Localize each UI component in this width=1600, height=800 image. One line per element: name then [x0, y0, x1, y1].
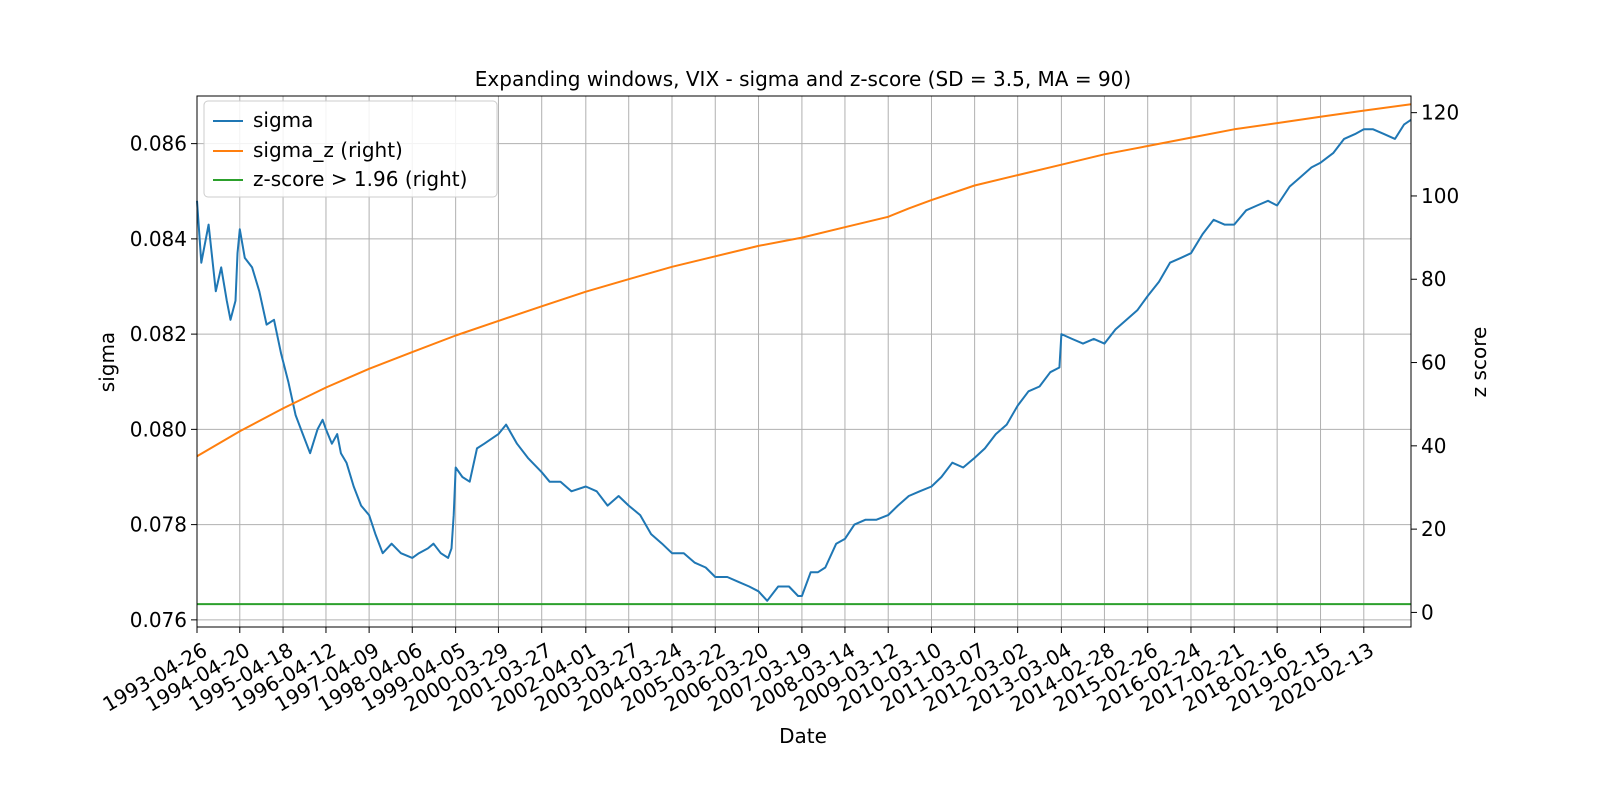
ticks: 1993-04-261994-04-201995-04-181996-04-12… [98, 101, 1459, 717]
x-axis-title: Date [779, 724, 827, 748]
series-layer [196, 103, 1412, 606]
chart-title: Expanding windows, VIX - sigma and z-sco… [475, 67, 1131, 91]
plot-frame [196, 95, 1412, 628]
y-right-tick-label: 20 [1421, 517, 1446, 541]
y-axis-title: sigma [95, 332, 119, 392]
series-line-sigma [196, 118, 1412, 602]
series-line-sigma-z-right [196, 103, 1412, 458]
y-right-tick-label: 60 [1421, 351, 1446, 375]
y-right-tick-label: 100 [1421, 184, 1459, 208]
legend-label-sigma-z: sigma_z (right) [253, 138, 403, 162]
legend-box [203, 100, 498, 198]
y-tick-label: 0.076 [130, 608, 187, 632]
y-tick-label: 0.086 [130, 132, 187, 156]
y-tick-label: 0.080 [130, 417, 187, 441]
y-right-tick-label: 120 [1421, 101, 1459, 125]
y-right-tick-label: 40 [1421, 434, 1446, 458]
legend: sigma sigma_z (right) z-score > 1.96 (ri… [203, 100, 498, 198]
legend-label-zscore: z-score > 1.96 (right) [253, 167, 467, 191]
y-right-tick-label: 0 [1421, 600, 1434, 624]
legend-label-sigma: sigma [253, 108, 313, 132]
y-tick-label: 0.084 [130, 227, 187, 251]
y-right-tick-label: 80 [1421, 267, 1446, 291]
y-axis-right-title: z score [1467, 327, 1491, 398]
y-tick-label: 0.082 [130, 322, 187, 346]
y-tick-label: 0.078 [130, 513, 187, 537]
